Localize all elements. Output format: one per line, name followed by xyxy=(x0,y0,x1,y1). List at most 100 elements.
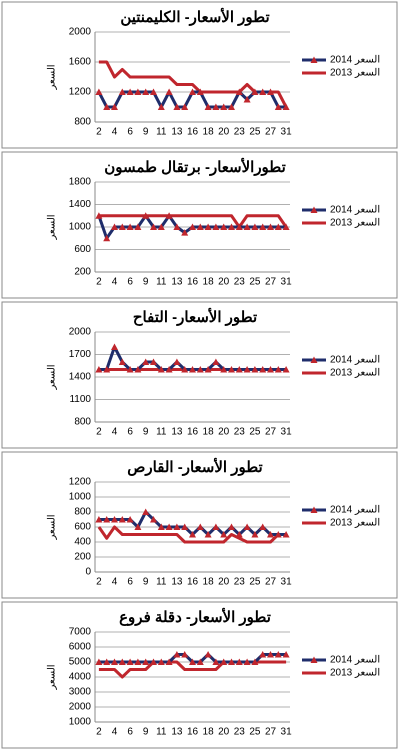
point-marker xyxy=(150,223,157,230)
point-marker xyxy=(165,658,173,665)
point-marker xyxy=(165,212,173,219)
x-tick-label: 9 xyxy=(143,577,149,588)
x-tick-label: 16 xyxy=(187,277,199,288)
x-tick-label: 31 xyxy=(281,727,293,738)
point-marker xyxy=(103,658,111,665)
x-tick-label: 31 xyxy=(281,427,293,438)
x-tick-label: 31 xyxy=(281,277,293,288)
point-marker xyxy=(267,531,274,538)
point-marker xyxy=(267,366,274,373)
y-tick-label: 6000 xyxy=(69,642,92,653)
point-marker xyxy=(189,88,196,95)
x-tick-label: 13 xyxy=(171,277,183,288)
x-tick-label: 4 xyxy=(112,577,118,588)
legend-label: 2014 السعر xyxy=(330,505,380,516)
point-marker xyxy=(103,366,111,373)
point-marker xyxy=(274,651,282,658)
point-marker xyxy=(173,523,181,530)
y-tick-label: 1400 xyxy=(69,199,92,210)
y-tick-label: 1200 xyxy=(69,477,92,488)
legend-marker xyxy=(310,56,318,63)
point-marker xyxy=(150,358,157,365)
point-marker xyxy=(126,88,134,95)
panel-border xyxy=(1,601,398,749)
legend-label: 2014 السعر xyxy=(330,655,380,666)
x-tick-label: 2 xyxy=(96,427,102,438)
legend-label: 2013 السعر xyxy=(330,518,380,529)
point-marker xyxy=(111,658,118,665)
point-marker xyxy=(251,531,259,538)
x-tick-label: 27 xyxy=(265,277,277,288)
point-marker xyxy=(196,223,204,230)
point-marker xyxy=(134,523,142,530)
y-axis-label: السعر xyxy=(47,214,58,240)
legend-label: 2014 السعر xyxy=(330,55,380,66)
point-marker xyxy=(165,366,173,373)
point-marker xyxy=(173,223,181,230)
x-tick-label: 4 xyxy=(112,127,118,138)
point-marker xyxy=(282,366,290,373)
point-marker xyxy=(251,366,259,373)
point-marker xyxy=(134,223,142,230)
x-tick-label: 16 xyxy=(187,577,199,588)
point-marker xyxy=(220,223,228,230)
point-marker xyxy=(220,366,228,373)
x-tick-label: 18 xyxy=(203,727,215,738)
x-tick-label: 20 xyxy=(218,427,230,438)
x-tick-label: 31 xyxy=(281,577,293,588)
series-line xyxy=(98,214,288,229)
point-marker xyxy=(267,88,274,95)
point-marker xyxy=(204,223,212,230)
point-marker xyxy=(212,223,220,230)
point-marker xyxy=(134,88,142,95)
point-marker xyxy=(189,223,196,230)
point-marker xyxy=(173,358,181,365)
point-marker xyxy=(251,88,259,95)
point-marker xyxy=(126,658,134,665)
point-marker xyxy=(228,366,235,373)
point-marker xyxy=(118,223,126,230)
x-tick-label: 9 xyxy=(143,127,149,138)
point-marker xyxy=(189,658,196,665)
x-tick-label: 9 xyxy=(143,277,149,288)
point-marker xyxy=(243,366,251,373)
point-marker xyxy=(243,658,251,665)
x-tick-label: 25 xyxy=(249,277,261,288)
point-marker xyxy=(259,223,267,230)
point-marker xyxy=(251,223,259,230)
point-marker xyxy=(111,103,118,110)
x-tick-label: 20 xyxy=(218,727,230,738)
point-marker xyxy=(150,516,157,523)
point-marker xyxy=(111,343,118,350)
point-marker xyxy=(157,366,165,373)
y-axis-label: السعر xyxy=(47,64,58,90)
x-tick-label: 25 xyxy=(249,127,261,138)
x-tick-label: 11 xyxy=(156,277,167,288)
point-marker xyxy=(235,223,243,230)
y-tick-label: 1000 xyxy=(69,222,92,233)
legend-label: 2014 السعر xyxy=(330,355,380,366)
point-marker xyxy=(118,516,126,523)
y-tick-label: 5000 xyxy=(69,657,92,668)
point-marker xyxy=(282,651,290,658)
y-tick-label: 200 xyxy=(74,267,91,278)
point-marker xyxy=(243,223,251,230)
x-tick-label: 23 xyxy=(234,277,246,288)
panel-border xyxy=(1,1,398,149)
legend-marker xyxy=(310,356,318,363)
y-tick-label: 800 xyxy=(74,507,91,518)
x-tick-label: 20 xyxy=(218,277,230,288)
x-tick-label: 27 xyxy=(265,127,277,138)
x-tick-label: 18 xyxy=(203,427,215,438)
legend-label: 2013 السعر xyxy=(330,668,380,679)
y-tick-label: 600 xyxy=(74,522,91,533)
point-marker xyxy=(157,523,165,530)
x-tick-label: 18 xyxy=(203,277,215,288)
y-tick-label: 0 xyxy=(85,567,91,578)
point-marker xyxy=(181,229,189,236)
point-marker xyxy=(95,88,103,95)
y-axis-label: السعر xyxy=(47,664,58,690)
point-marker xyxy=(274,366,282,373)
series-line xyxy=(97,525,287,544)
point-marker xyxy=(196,523,204,530)
